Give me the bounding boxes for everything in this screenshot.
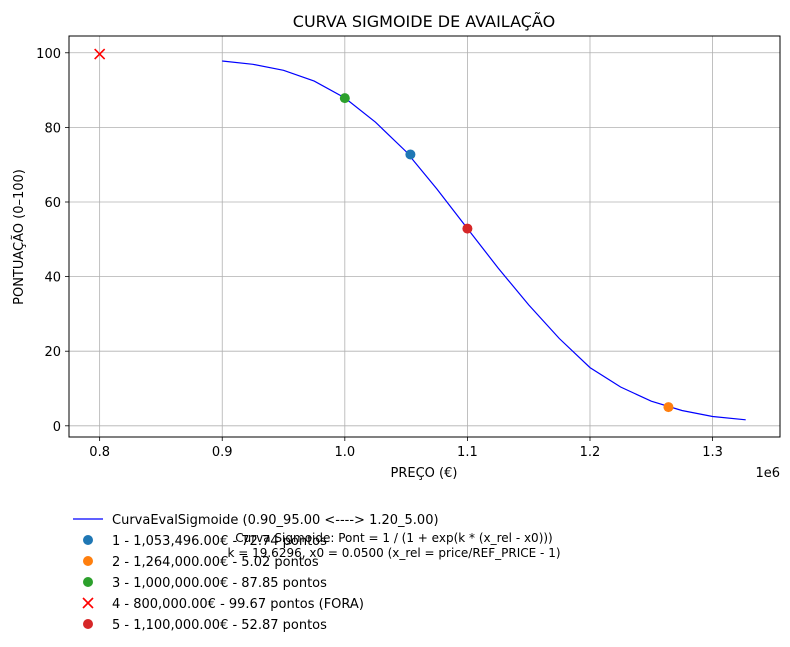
x-axis-label: PREÇO (€) — [391, 466, 458, 481]
legend-label-3: 3 - 1,000,000.00€ - 87.85 pontos — [112, 576, 327, 591]
y-axis-label: PONTUAÇÃO (0–100) — [11, 169, 27, 305]
y-tick-label: 60 — [44, 196, 61, 211]
formula-annotation-line-1: Curva Sigmoide: Pont = 1 / (1 + exp(k * … — [235, 531, 553, 545]
x-tick-label: 1.3 — [702, 445, 723, 460]
data-points — [94, 48, 674, 413]
legend-swatch-2 — [83, 556, 93, 566]
legend-swatch-3 — [83, 577, 93, 587]
legend: CurvaEvalSigmoide (0.90_95.00 <----> 1.2… — [73, 513, 439, 633]
legend-curve-label: CurvaEvalSigmoide (0.90_95.00 <----> 1.2… — [112, 513, 439, 528]
legend-swatch-4 — [82, 597, 94, 609]
x-tick-label: 1.0 — [334, 445, 355, 460]
legend-label-2: 2 - 1,264,000.00€ - 5.02 pontos — [112, 555, 319, 570]
plot-area-frame — [68, 35, 781, 438]
legend-swatch-5 — [83, 619, 93, 629]
data-point-5 — [462, 223, 473, 234]
y-tick-label: 20 — [44, 345, 61, 360]
sigmoid-curve — [222, 60, 746, 421]
legend-swatch-1 — [83, 535, 93, 545]
data-point-4 — [94, 48, 106, 60]
data-point-1 — [405, 149, 416, 160]
x-tick-label: 0.9 — [212, 445, 233, 460]
legend-label-5: 5 - 1,100,000.00€ - 52.87 pontos — [112, 618, 327, 633]
legend-label-4: 4 - 800,000.00€ - 99.67 pontos (FORA) — [112, 597, 364, 612]
y-tick-label: 100 — [36, 47, 61, 62]
y-tick-label: 0 — [53, 420, 61, 435]
x-axis-offset-label: 1e6 — [755, 466, 780, 481]
x-tick-label: 0.8 — [89, 445, 110, 460]
data-point-3 — [339, 93, 350, 104]
grid-lines — [69, 36, 780, 437]
y-axis-ticks: 0 20 40 60 80 100 — [36, 47, 69, 435]
formula-annotation-line-2: k = 19.6296, x0 = 0.0500 (x_rel = price/… — [227, 546, 560, 560]
data-point-2 — [663, 402, 674, 413]
x-axis-ticks: 0.8 0.9 1.0 1.1 1.2 1.3 — [89, 437, 723, 460]
y-tick-label: 40 — [44, 271, 61, 286]
legend-label-1: 1 - 1,053,496.00€ - 72.74 pontos — [112, 534, 327, 549]
x-tick-label: 1.1 — [457, 445, 478, 460]
y-tick-label: 80 — [44, 121, 61, 136]
x-tick-label: 1.2 — [580, 445, 601, 460]
chart-title: CURVA SIGMOIDE DE AVAILAÇÃO — [293, 12, 555, 31]
